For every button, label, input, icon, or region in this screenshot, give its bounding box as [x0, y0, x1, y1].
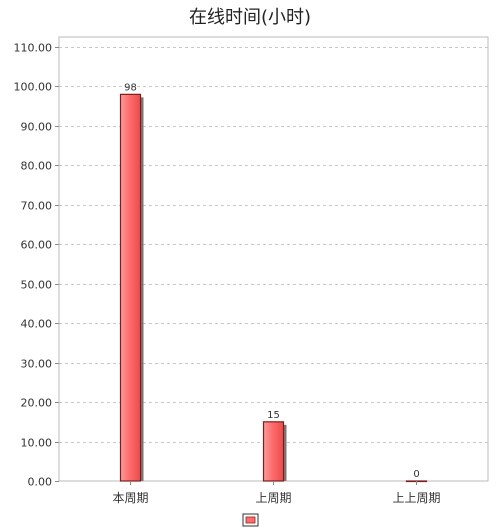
data-label: 0	[413, 469, 419, 480]
x-axis-labels: 本周期 上周期 上上周期	[112, 481, 441, 505]
x-tick-label: 上周期	[255, 491, 291, 505]
y-tick-label: 110.00	[14, 42, 53, 55]
legend	[242, 513, 259, 527]
bars: 98 15 0	[119, 82, 428, 483]
y-tick-label: 20.00	[21, 397, 53, 410]
chart-title: 在线时间(小时)	[189, 7, 311, 28]
bar	[119, 93, 142, 482]
y-axis-ticks: 0.00 10.00 20.00 30.00 40.00 50.00 60.00 70.00 8…	[14, 42, 59, 489]
bar	[262, 421, 285, 482]
y-tick-label: 30.00	[21, 358, 53, 371]
y-tick-label: 0.00	[28, 476, 53, 489]
y-tick-label: 40.00	[21, 318, 53, 331]
y-tick-label: 10.00	[21, 437, 53, 450]
y-tick-label: 80.00	[21, 160, 53, 173]
data-label: 15	[267, 410, 280, 421]
y-tick-label: 90.00	[21, 121, 53, 134]
data-label: 98	[124, 82, 137, 93]
y-tick-label: 60.00	[21, 239, 53, 252]
y-tick-label: 70.00	[21, 200, 53, 213]
y-tick-label: 100.00	[14, 81, 53, 94]
x-tick-label: 本周期	[112, 491, 148, 505]
legend-swatch	[245, 516, 256, 524]
y-tick-label: 50.00	[21, 279, 53, 292]
x-tick-label: 上上周期	[392, 491, 440, 505]
